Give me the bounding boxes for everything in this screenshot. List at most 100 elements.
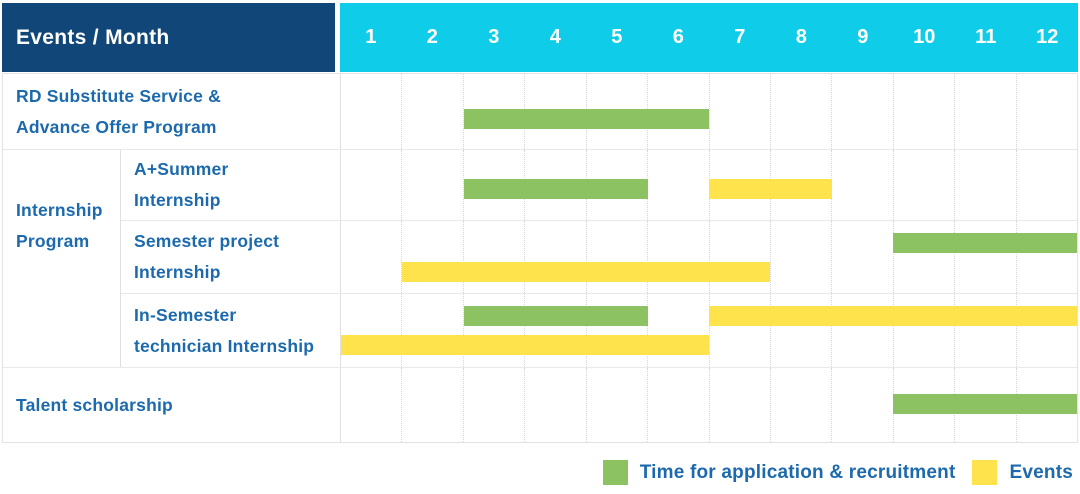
month-column [710,221,771,293]
month-column [894,294,956,367]
month-grid [341,221,1077,293]
month-column [648,74,710,149]
table-row: In-Semester technician Internship [121,294,1077,367]
month-9-header: 9 [857,26,869,48]
month-10-header: 10 [913,26,936,48]
month-5-header: 5 [611,26,623,48]
month-column [894,150,956,220]
month-column [894,221,956,293]
row-label: Semester project Internship [121,221,341,293]
legend-item-event: Events [972,460,1073,485]
table-row: RD Substitute Service & Advance Offer Pro… [3,74,1077,150]
month-column [771,294,833,367]
label-line: Internship [134,262,221,282]
label-line: Internship [16,199,103,220]
event-bar [402,262,771,282]
application-bar [893,233,1077,253]
table-body: RD Substitute Service & Advance Offer Pro… [2,73,1078,443]
month-grid [341,74,1077,149]
month-12-header: 12 [1036,26,1059,48]
month-column [648,221,710,293]
row-group-internship-program: Internship Program A+Summer Internship Semes… [3,150,1077,368]
label-line: In-Semester [134,304,237,325]
month-column [464,221,526,293]
month-column [955,221,1017,293]
label-line: Program [16,230,90,251]
month-column [832,74,894,149]
month-column [1017,74,1077,149]
row-label: In-Semester technician Internship [121,294,341,367]
month-8-header: 8 [795,26,807,48]
month-7-header: 7 [734,26,746,48]
month-column [771,150,833,220]
month-column [771,221,833,293]
month-column [402,221,464,293]
month-column [648,150,710,220]
month-column [587,368,649,442]
month-column [464,368,526,442]
month-column [710,368,771,442]
row-label: A+Summer Internship [121,150,341,220]
month-column [894,74,956,149]
month-column [955,150,1017,220]
month-column [955,294,1017,367]
month-column [1017,221,1077,293]
month-column [587,294,649,367]
month-grid [341,294,1077,367]
label-line: Internship [134,190,221,210]
month-column [771,368,833,442]
legend-item-application: Time for application & recruitment [602,460,956,485]
table-header-row: Events / Month 1 2 3 4 5 6 7 8 9 10 11 12 [2,3,1078,72]
month-column [710,74,771,149]
month-column [832,150,894,220]
month-column [341,368,403,442]
month-column [648,368,710,442]
month-column [1017,150,1077,220]
month-header-strip: 1 2 3 4 5 6 7 8 9 10 11 12 [340,3,1078,72]
month-column [587,221,649,293]
events-month-header-cell: Events / Month [2,3,335,72]
month-column [832,294,894,367]
label-line: Advance Offer Program [16,116,217,137]
month-column [402,294,464,367]
legend-label: Time for application & recruitment [639,461,956,483]
month-column [955,74,1017,149]
month-column [832,221,894,293]
application-bar [463,109,709,129]
table-row: Semester project Internship [121,221,1077,294]
month-column [648,294,710,367]
row-label: RD Substitute Service & Advance Offer Pro… [3,74,341,149]
label-line: technician Internship [134,335,315,356]
month-column [402,150,464,220]
events-month-table: Events / Month 1 2 3 4 5 6 7 8 9 10 11 12 RD Substi… [2,3,1078,443]
month-column [710,294,771,367]
legend-application-swatch [602,460,628,485]
month-1-header: 1 [365,26,377,48]
month-column [402,74,464,149]
event-bar [341,335,709,355]
month-grid [341,150,1077,220]
month-column [525,368,587,442]
month-column [1017,294,1077,367]
row-label: Talent scholarship [3,368,341,442]
legend-event-swatch [972,460,998,485]
application-bar [463,306,648,326]
month-column [341,150,403,220]
table-row: A+Summer Internship [121,150,1077,221]
month-column [341,74,403,149]
month-column [341,294,403,367]
month-11-header: 11 [975,26,997,48]
application-bar [463,179,648,199]
header-divider [335,3,340,72]
legend-label: Events [1009,461,1073,483]
label-line: Semester project [134,231,280,251]
label-line: RD Substitute Service & [16,85,221,106]
month-6-header: 6 [672,26,684,48]
label-line: Talent scholarship [16,394,173,415]
application-bar [893,394,1077,414]
group-rows: A+Summer Internship Semester project Intern… [121,150,1077,367]
event-bar [709,179,832,199]
month-4-header: 4 [549,26,561,48]
month-column [402,368,464,442]
